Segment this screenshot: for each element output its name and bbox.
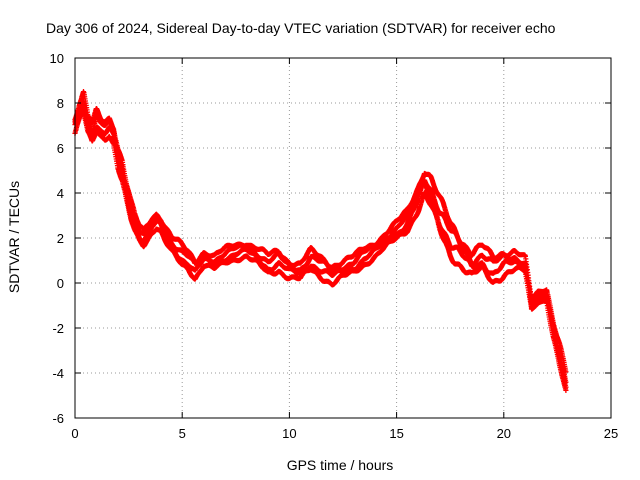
y-tick-label: 10 xyxy=(50,51,64,66)
y-tick-label: 6 xyxy=(57,141,64,156)
y-tick-label: 8 xyxy=(57,96,64,111)
y-tick-label: 2 xyxy=(57,231,64,246)
x-tick-label: 20 xyxy=(497,426,511,441)
x-axis-label: GPS time / hours xyxy=(287,457,394,473)
tick-layer: 0 5 10 15 20 25 -6 -4 -2 0 2 4 6 8 10 xyxy=(50,51,619,441)
x-tick-label: 25 xyxy=(604,426,618,441)
y-tick-label: -6 xyxy=(52,411,64,426)
y-tick-label: -2 xyxy=(52,321,64,336)
y-tick-label: -4 xyxy=(52,366,64,381)
x-tick-label: 5 xyxy=(179,426,186,441)
grid-layer xyxy=(75,58,611,418)
y-tick-label: 0 xyxy=(57,276,64,291)
y-tick-label: 4 xyxy=(57,186,64,201)
x-tick-label: 0 xyxy=(71,426,78,441)
y-axis-label: SDTVAR / TECUs xyxy=(6,181,22,293)
chart-title: Day 306 of 2024, Sidereal Day-to-day VTE… xyxy=(46,20,556,36)
x-tick-label: 15 xyxy=(389,426,403,441)
x-tick-label: 10 xyxy=(282,426,296,441)
